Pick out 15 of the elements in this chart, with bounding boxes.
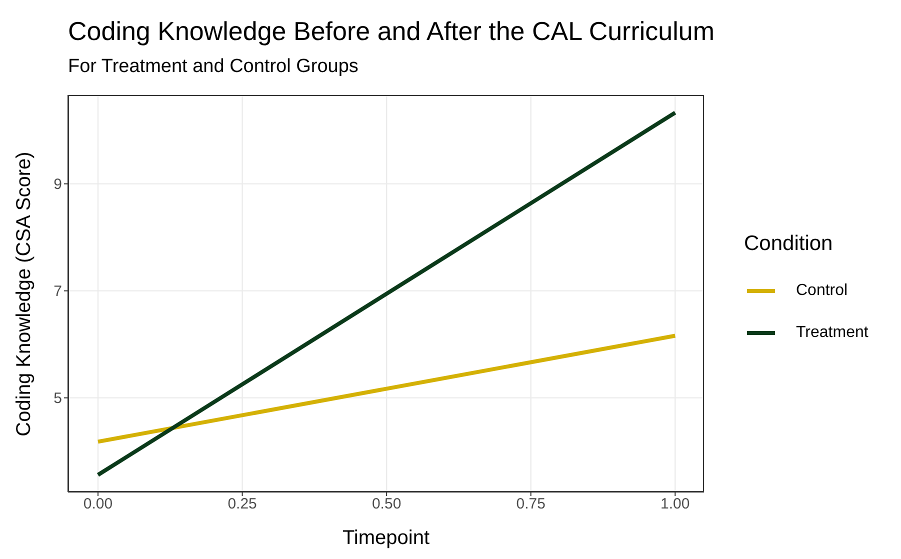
legend-label: Treatment [796,324,868,342]
x-tick-label: 0.25 [228,496,257,513]
y-axis-title: Coding Knowledge (CSA Score) [12,150,36,438]
x-tick-label: 1.00 [660,496,690,513]
y-tick-label: 9 [54,176,62,194]
chart-title: Coding Knowledge Before and After the CAL Curriculum [68,16,715,47]
y-tick-label: 7 [54,283,62,300]
y-tick-label: 5 [54,390,62,408]
x-axis-title: Timepoint [341,526,431,550]
chart-subtitle: For Treatment and Control Groups [68,56,358,78]
x-tick-label: 0.50 [372,496,402,513]
legend-title: Condition [744,232,834,256]
x-tick-label: 0.00 [83,496,113,513]
x-tick-label: 0.75 [516,496,546,513]
legend-label: Control [796,282,848,300]
